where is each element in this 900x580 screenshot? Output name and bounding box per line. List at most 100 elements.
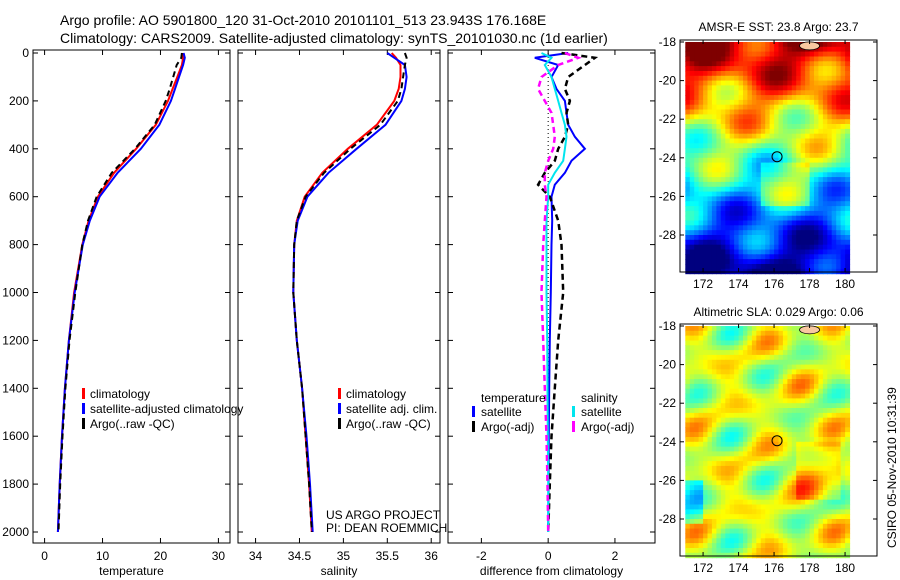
map-cell xyxy=(822,191,828,197)
map-cell xyxy=(756,259,762,265)
map-cell xyxy=(809,75,815,82)
map-cell xyxy=(845,75,851,82)
map-cell xyxy=(822,485,828,491)
map-cell xyxy=(711,398,717,404)
map-cell xyxy=(822,157,828,164)
map-cell xyxy=(756,403,762,409)
map-cell xyxy=(822,196,828,202)
map-cell xyxy=(809,446,815,452)
map-cell xyxy=(769,364,775,370)
map-cell xyxy=(831,374,837,380)
map-cell xyxy=(716,504,722,510)
map-cell xyxy=(698,181,704,188)
map-cell xyxy=(711,133,717,140)
map-cell xyxy=(822,350,828,356)
map-cell xyxy=(822,354,828,361)
map-cell xyxy=(694,437,700,443)
map-cell xyxy=(791,167,797,173)
map-cell xyxy=(805,51,811,57)
map-cell xyxy=(711,210,717,217)
map-cell xyxy=(743,528,748,534)
map-cell xyxy=(698,186,704,193)
map-cell xyxy=(836,220,842,226)
map-cell xyxy=(831,254,837,260)
map-cell xyxy=(778,388,784,395)
map-cell xyxy=(774,148,780,154)
map-cell xyxy=(774,191,780,197)
map-cell xyxy=(729,153,735,159)
map-cell xyxy=(694,254,700,260)
map-cell xyxy=(805,354,811,361)
map-cell xyxy=(822,548,828,554)
map-cell xyxy=(791,210,797,217)
map-cell xyxy=(743,398,748,404)
map-cell xyxy=(707,543,713,549)
map-cell xyxy=(734,153,740,159)
map-cell xyxy=(836,244,842,251)
map-cell xyxy=(711,548,717,554)
map-cell xyxy=(738,133,744,140)
map-cell xyxy=(809,340,815,346)
map-cell xyxy=(836,538,842,544)
map-cell xyxy=(791,533,797,539)
map-cell xyxy=(800,239,806,246)
map-cell xyxy=(787,95,793,101)
map-cell xyxy=(725,114,731,120)
map-cell xyxy=(796,133,802,140)
map-cell xyxy=(747,422,753,428)
map-cell xyxy=(685,437,691,443)
map-cell xyxy=(734,259,740,265)
map-cell xyxy=(729,345,735,351)
map-cell xyxy=(720,398,726,404)
map-cell xyxy=(689,225,695,231)
map-cell xyxy=(769,181,775,188)
map-cell xyxy=(805,548,811,554)
map-cell xyxy=(836,90,842,96)
map-cell xyxy=(703,509,709,515)
map-cell xyxy=(747,206,753,212)
map-cell xyxy=(694,191,700,197)
map-cell xyxy=(791,383,797,390)
map-cell xyxy=(689,533,695,539)
map-cell xyxy=(711,490,717,496)
map-cell xyxy=(774,167,780,173)
map-cell xyxy=(689,235,695,241)
map-cell xyxy=(769,85,775,91)
map-cell xyxy=(747,172,753,178)
map-cell xyxy=(782,114,788,120)
map-cell xyxy=(734,46,740,53)
map-cell xyxy=(698,499,704,506)
map-cell xyxy=(694,249,700,255)
map-cell xyxy=(720,119,726,125)
map-cell xyxy=(703,461,709,467)
map-cell xyxy=(729,543,735,549)
map-cell xyxy=(818,230,824,236)
map-cell xyxy=(729,162,735,168)
map-cell xyxy=(769,220,775,226)
map-cell xyxy=(711,379,717,385)
map-cell xyxy=(703,398,709,404)
map-cell xyxy=(822,480,828,486)
map-cell xyxy=(836,143,842,149)
map-cell xyxy=(756,109,762,115)
map-cell xyxy=(769,244,775,251)
map-cell xyxy=(818,432,824,438)
map-cell xyxy=(796,432,802,438)
map-cell xyxy=(716,470,722,477)
map-cell xyxy=(738,99,744,106)
map-cell xyxy=(805,244,811,251)
map-cell xyxy=(787,465,793,472)
map-cell xyxy=(720,345,726,351)
map-cell xyxy=(703,80,709,86)
map-cell xyxy=(689,148,695,154)
map-cell xyxy=(703,504,709,510)
map-cell xyxy=(751,181,757,188)
map-cell xyxy=(796,437,802,443)
title-line-1: Argo profile: AO 5901800_120 31-Oct-2010… xyxy=(60,12,546,28)
map-cell xyxy=(827,340,833,346)
credit-line-2: PI: DEAN ROEMMICH xyxy=(326,521,447,535)
map-cell xyxy=(751,114,757,120)
map-cell xyxy=(725,249,731,255)
map-cell xyxy=(760,398,766,404)
